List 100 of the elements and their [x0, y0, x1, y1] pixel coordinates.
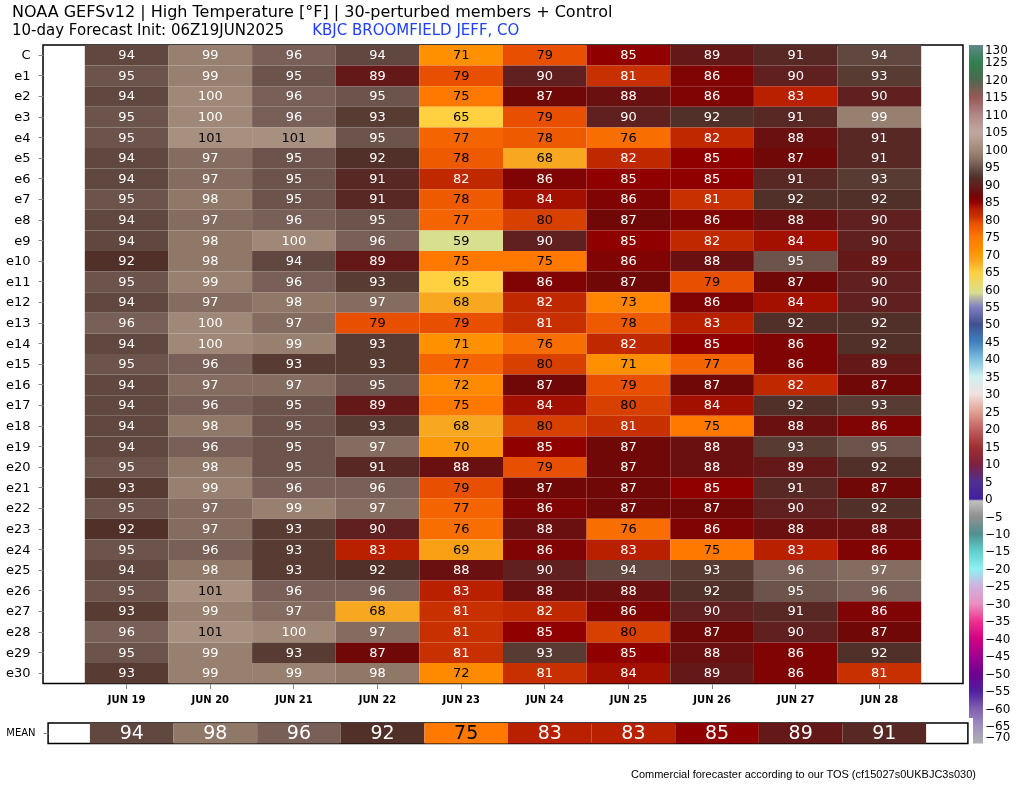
data-label: 82: [536, 603, 554, 619]
data-label: 86: [787, 665, 804, 681]
color-bar-label: 95: [985, 160, 1001, 175]
data-label: 82: [452, 170, 470, 186]
data-label: 89: [871, 356, 888, 372]
data-label: 87: [620, 273, 637, 289]
data-label: 92: [871, 191, 888, 207]
data-label: 86: [787, 356, 804, 372]
data-label: 93: [285, 521, 303, 537]
data-label: 76: [620, 129, 637, 145]
data-label: 95: [118, 582, 135, 598]
data-label: 81: [871, 665, 888, 681]
data-label: 68: [369, 603, 386, 619]
data-label: 98: [203, 721, 228, 744]
data-label: 95: [285, 438, 303, 454]
data-label: 87: [620, 212, 637, 228]
text: Commercial forecaster according to our TOS (cf15027s0UKBJC3s030): [630, 768, 976, 780]
data-label: 96: [202, 438, 219, 454]
color-bar-label: 40: [985, 352, 1001, 367]
data-label: 98: [202, 191, 219, 207]
data-label: 77: [452, 129, 470, 145]
data-label: 99: [285, 500, 303, 516]
data-label: 90: [871, 294, 888, 310]
data-label: 94: [871, 47, 888, 63]
data-label: 98: [369, 665, 386, 681]
data-label: 87: [620, 438, 637, 454]
data-label: 92: [871, 315, 888, 331]
data-label: 84: [787, 294, 804, 310]
data-label: 97: [202, 521, 219, 537]
data-label: 96: [202, 541, 219, 557]
data-label: 90: [620, 109, 637, 125]
data-label: 69: [452, 541, 470, 557]
color-bar-label: −40: [985, 631, 1011, 646]
data-label: 68: [536, 150, 554, 166]
data-label: 88: [703, 253, 721, 269]
data-label: 86: [703, 67, 721, 83]
y-tick-label: e3: [14, 109, 31, 125]
data-label: 77: [452, 500, 470, 516]
data-label: 93: [285, 644, 303, 660]
data-label: 75: [454, 721, 479, 744]
data-label: 94: [620, 562, 637, 578]
data-label: 87: [536, 479, 554, 495]
y-tick-label: e26: [5, 582, 31, 598]
data-label: 84: [703, 397, 721, 413]
data-label: 93: [118, 665, 135, 681]
x-tick-label: JUN 21: [274, 694, 313, 706]
color-bar-label: 105: [985, 125, 1008, 140]
color-bar-label: 120: [985, 72, 1008, 87]
data-label: 95: [118, 500, 135, 516]
data-label: 97: [369, 624, 386, 640]
color-bar-label: 25: [985, 404, 1001, 419]
color-bar-label: 115: [985, 90, 1008, 105]
data-label: 75: [703, 418, 721, 434]
data-label: 86: [703, 88, 721, 104]
data-label: 93: [118, 479, 135, 495]
data-label: 88: [703, 459, 721, 475]
y-tick-label: e8: [14, 212, 31, 228]
x-tick-label: JUN 19: [106, 694, 146, 706]
data-label: 79: [536, 47, 554, 63]
color-bar-label: 0: [985, 492, 993, 507]
data-label: 72: [452, 376, 470, 392]
data-label: 92: [118, 521, 135, 537]
data-label: 92: [703, 582, 721, 598]
data-label: 92: [703, 109, 721, 125]
data-label: 68: [452, 418, 470, 434]
data-label: 78: [452, 150, 470, 166]
data-label: 79: [452, 67, 470, 83]
data-label: 83: [787, 88, 804, 104]
x-tick-label: JUN 27: [775, 694, 815, 706]
data-label: 87: [620, 479, 637, 495]
color-bar-label: −20: [985, 561, 1011, 576]
data-label: 101: [197, 129, 223, 145]
data-label: 90: [787, 67, 804, 83]
data-label: 86: [703, 212, 721, 228]
data-label: 94: [118, 47, 135, 63]
data-label: 95: [118, 109, 135, 125]
data-label: 82: [703, 129, 721, 145]
data-label: 80: [620, 397, 637, 413]
data-label: 90: [871, 212, 888, 228]
data-label: 79: [620, 376, 637, 392]
data-label: 76: [620, 521, 637, 537]
color-bar-label: 130: [985, 43, 1008, 57]
chart-title: NOAA GEFSv12 | High Temperature [°F] | 30-perturbed members + Control: [12, 2, 613, 21]
data-label: 100: [281, 232, 307, 248]
data-label: 92: [118, 253, 135, 269]
data-label: 97: [202, 294, 219, 310]
color-bar-label: 70: [985, 247, 1001, 262]
data-label: 96: [118, 315, 135, 331]
data-label: 82: [787, 376, 804, 392]
data-label: 86: [787, 335, 804, 351]
data-label: 91: [369, 170, 386, 186]
data-label: 89: [788, 721, 813, 744]
data-label: 89: [871, 253, 888, 269]
data-label: 76: [452, 521, 470, 537]
data-label: 99: [202, 665, 219, 681]
data-label: 88: [787, 521, 804, 537]
data-label: 87: [536, 88, 554, 104]
color-bar-label: 80: [985, 212, 1001, 227]
data-label: 98: [202, 562, 219, 578]
data-label: 94: [118, 212, 135, 228]
